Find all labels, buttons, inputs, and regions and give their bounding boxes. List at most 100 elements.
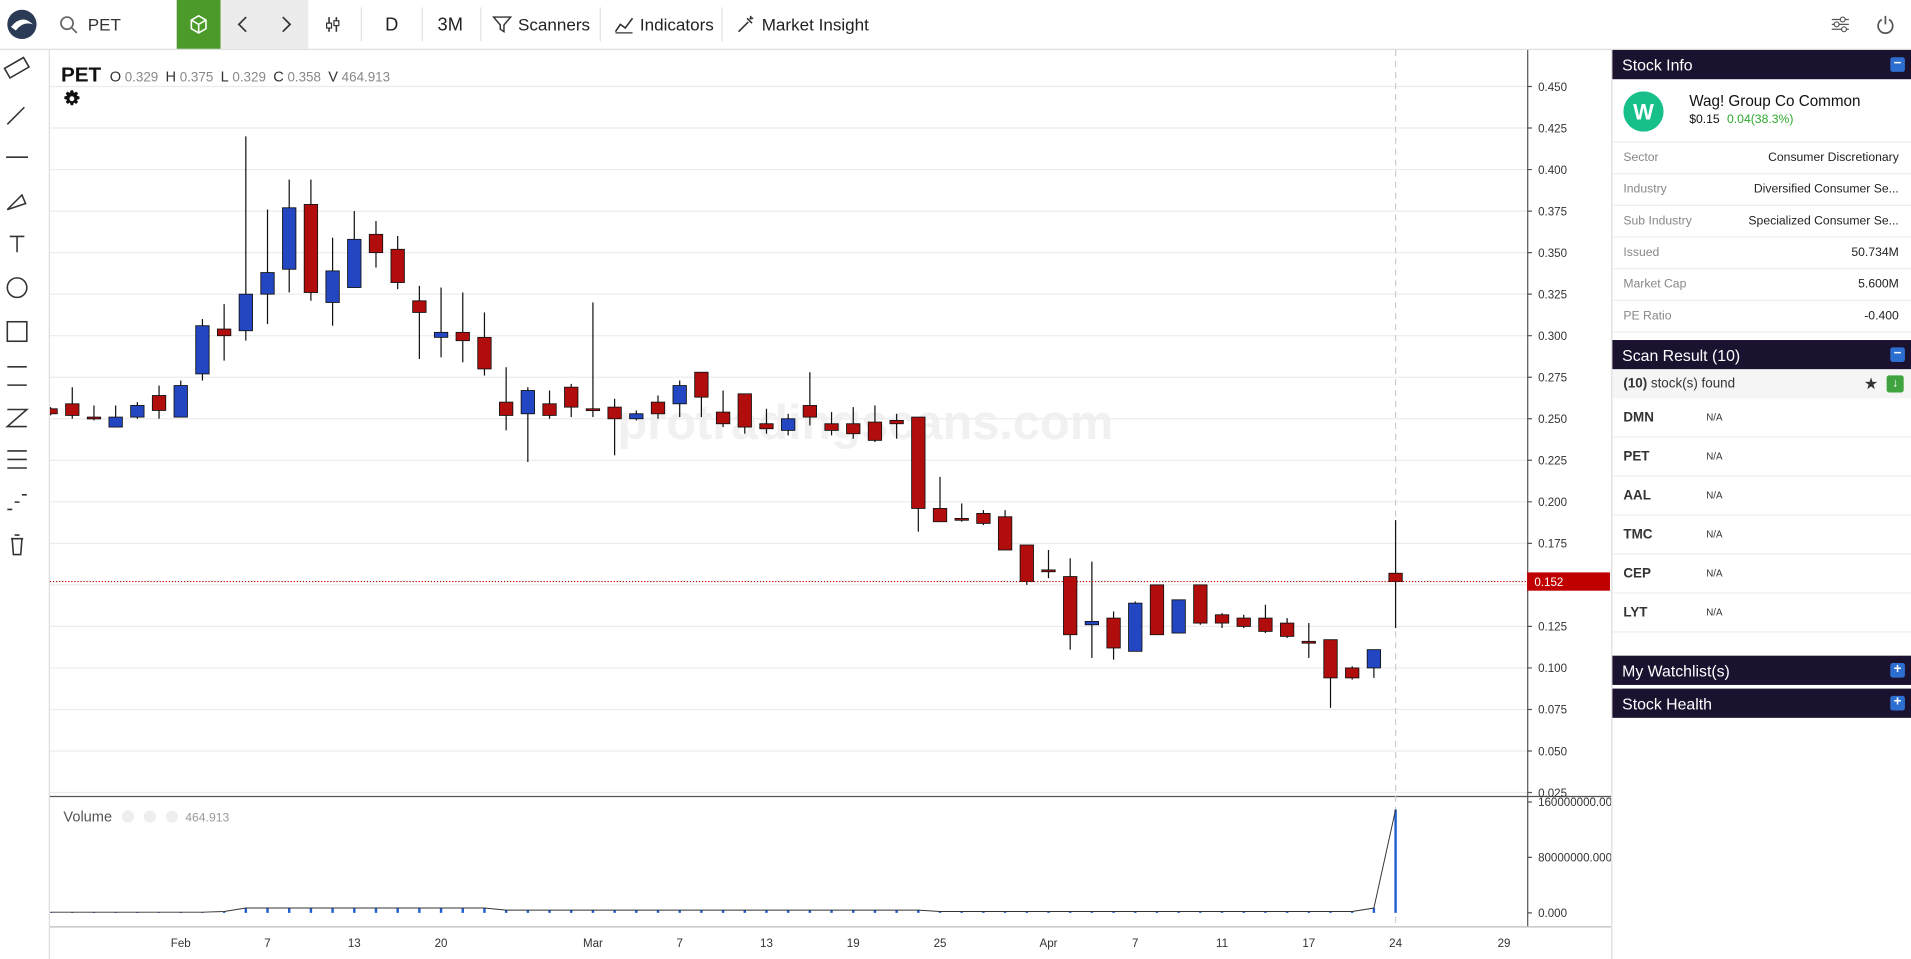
parallel-tool[interactable] xyxy=(7,366,27,386)
favorite-icon[interactable]: ★ xyxy=(1863,374,1879,393)
volume-bar xyxy=(222,911,226,913)
range-button[interactable]: 3M xyxy=(437,14,463,35)
scan-found-label: stock(s) found xyxy=(1650,376,1736,392)
scan-symbol: CEP xyxy=(1623,566,1651,581)
candle-body xyxy=(802,405,817,418)
candle-body xyxy=(1279,622,1295,637)
emoji-tool[interactable] xyxy=(6,277,28,299)
last-price-label: 0.152 xyxy=(1534,577,1563,589)
forward-button[interactable] xyxy=(264,0,309,49)
candle-body xyxy=(694,371,709,398)
scan-row[interactable]: TMC N/A xyxy=(1612,516,1911,555)
download-icon[interactable]: ↓ xyxy=(1886,375,1904,393)
volume-close[interactable] xyxy=(165,810,178,823)
scan-row[interactable]: AAL N/A xyxy=(1612,477,1911,516)
scan-found: (10) stock(s) found ★ ↓ xyxy=(1612,369,1911,399)
measure-tool[interactable] xyxy=(7,494,27,511)
y-tick-label: 80000000.000 xyxy=(1538,853,1611,865)
stock-info-header[interactable]: Stock Info − xyxy=(1612,49,1911,80)
candle-body xyxy=(499,401,514,416)
company-price: $0.15 xyxy=(1689,113,1720,127)
info-value: 5.600M xyxy=(1858,277,1899,292)
delete-tool[interactable] xyxy=(10,534,24,556)
volume-bar xyxy=(461,908,464,913)
candle-body xyxy=(303,204,319,293)
info-value: -0.400 xyxy=(1864,309,1899,323)
scan-row[interactable]: PET N/A xyxy=(1612,438,1911,477)
volume-bar xyxy=(548,910,551,913)
legend-symbol: PET xyxy=(61,64,102,87)
candle-body xyxy=(1323,639,1338,679)
candle-body xyxy=(1063,576,1078,636)
company-card: W Wag! Group Co Common $0.15 0.04(38.3%) xyxy=(1612,79,1911,143)
watchlist-header[interactable]: My Watchlist(s) + xyxy=(1612,655,1911,685)
chart-type-button[interactable] xyxy=(176,0,221,49)
legend-value: 0.358 xyxy=(287,70,321,85)
text-tool[interactable] xyxy=(9,235,25,253)
volume-bar xyxy=(374,908,378,913)
info-row: PE Ratio -0.400 xyxy=(1612,301,1911,333)
volume-bar xyxy=(982,911,985,913)
volume-bar xyxy=(483,908,486,913)
scanners-button[interactable]: Scanners xyxy=(492,0,590,49)
compare-button[interactable] xyxy=(324,0,344,49)
candle-body xyxy=(325,270,340,303)
ruler-tool[interactable] xyxy=(3,56,31,80)
back-button[interactable] xyxy=(220,0,265,49)
volume-bar xyxy=(287,908,291,913)
search-text: PET xyxy=(87,14,121,35)
settings-button[interactable] xyxy=(1831,0,1851,49)
x-tick-label: 24 xyxy=(1389,938,1402,950)
market-insight-button[interactable]: Market Insight xyxy=(736,0,869,49)
watchlist-title: My Watchlist(s) xyxy=(1622,661,1730,680)
candle-body xyxy=(390,248,405,283)
scan-result-header[interactable]: Scan Result (10) − xyxy=(1612,340,1911,370)
scan-row[interactable]: CEP N/A xyxy=(1612,555,1911,594)
search-box[interactable]: PET xyxy=(59,0,171,49)
candle-body xyxy=(1084,620,1100,626)
zigzag-tool[interactable] xyxy=(5,408,29,428)
volume-bar xyxy=(678,910,681,913)
volume-settings[interactable] xyxy=(143,810,156,823)
volume-bar xyxy=(1025,911,1029,913)
stock-info-title: Stock Info xyxy=(1622,55,1693,74)
company-change: 0.04(38.3%) xyxy=(1727,113,1794,127)
scan-row[interactable]: DMN N/A xyxy=(1612,399,1911,438)
stock-health-header[interactable]: Stock Health + xyxy=(1612,688,1911,718)
volume-bar xyxy=(635,910,638,913)
info-value: Consumer Discretionary xyxy=(1768,151,1899,165)
interval-button[interactable]: D xyxy=(385,14,399,35)
logo[interactable] xyxy=(6,0,38,49)
candle-body xyxy=(477,336,492,370)
y-tick-label: 0.225 xyxy=(1538,456,1567,468)
volume-bar xyxy=(309,908,313,913)
rectangle-tool[interactable] xyxy=(6,320,28,343)
chart-background xyxy=(0,0,1611,959)
candle-body xyxy=(1366,649,1382,669)
y-tick-label: 160000000.000 xyxy=(1538,797,1611,809)
power-button[interactable] xyxy=(1876,0,1896,49)
x-tick-label: 19 xyxy=(847,938,860,950)
indicators-button[interactable]: Indicators xyxy=(614,0,714,49)
volume-eye[interactable] xyxy=(121,810,135,823)
candle-body xyxy=(368,233,384,254)
candle-body xyxy=(759,423,774,430)
volume-bar xyxy=(331,908,334,913)
scan-value: N/A xyxy=(1706,567,1723,579)
x-tick-label: 7 xyxy=(1132,938,1138,950)
volume-bar xyxy=(1003,911,1007,913)
info-row: Industry Diversified Consumer Se... xyxy=(1612,174,1911,206)
volume-bar xyxy=(938,911,942,913)
scan-symbol: TMC xyxy=(1623,527,1653,542)
x-tick-label: 13 xyxy=(760,938,773,950)
trend-line-tool[interactable] xyxy=(6,106,25,125)
volume-bar xyxy=(439,908,443,913)
volume-bar xyxy=(1350,911,1354,913)
brush-tool[interactable] xyxy=(6,193,27,211)
chart: protradingscans.com 0.025 0.050 0.075 0.100… xyxy=(0,0,1612,959)
fib-tool[interactable] xyxy=(7,450,27,469)
candle-body xyxy=(1258,617,1273,632)
scan-row[interactable]: LYT N/A xyxy=(1612,594,1911,633)
volume-value: 464.913 xyxy=(185,810,229,824)
